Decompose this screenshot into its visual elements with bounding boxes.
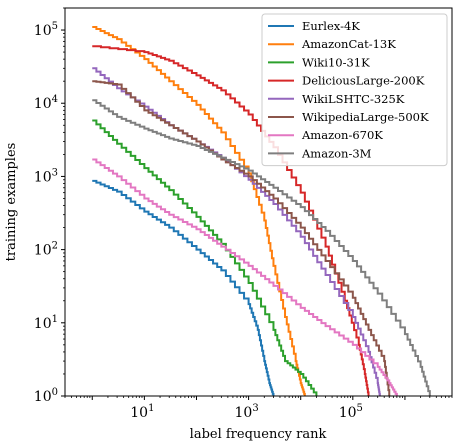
- legend-label: AmazonCat-13K: [301, 37, 396, 51]
- legend-frame: [261, 13, 448, 167]
- series-line-5: [92, 80, 391, 396]
- series-line-2: [92, 119, 318, 396]
- legend: Eurlex-4K AmazonCat-13K Wiki10-31K Deliciou…: [261, 13, 448, 167]
- plot-frame: [64, 7, 453, 397]
- y-tick-label: 105: [34, 21, 58, 39]
- y-tick-label: 100: [34, 387, 58, 405]
- x-tick-label: 103: [234, 403, 258, 421]
- legend-label: Amazon-3M: [301, 146, 372, 160]
- y-tick-label: 104: [34, 94, 58, 112]
- y-axis-label: training examples: [4, 143, 19, 262]
- legend-label: DeliciousLarge-200K: [302, 74, 425, 88]
- series-line-0: [92, 179, 275, 396]
- legend-label: WikiLSHTC-325K: [302, 92, 405, 106]
- y-tick-label: 101: [34, 314, 58, 332]
- x-tick-label: 105: [339, 403, 363, 421]
- series-line-7: [92, 99, 431, 396]
- tick-layer: 101 103 105 100 101 102 103 104 105: [34, 7, 453, 421]
- series-layer: [92, 26, 431, 396]
- legend-label: Eurlex-4K: [302, 19, 360, 33]
- x-axis-label: label frequency rank: [190, 427, 327, 442]
- x-tick-label: 101: [130, 403, 154, 421]
- series-line-1: [92, 26, 306, 396]
- series-line-6: [92, 158, 398, 396]
- y-tick-label: 103: [34, 167, 58, 185]
- legend-label: WikipediaLarge-500K: [302, 110, 429, 124]
- legend-label: Wiki10-31K: [302, 55, 370, 69]
- legend-label: Amazon-670K: [301, 128, 383, 142]
- y-tick-label: 102: [34, 241, 58, 259]
